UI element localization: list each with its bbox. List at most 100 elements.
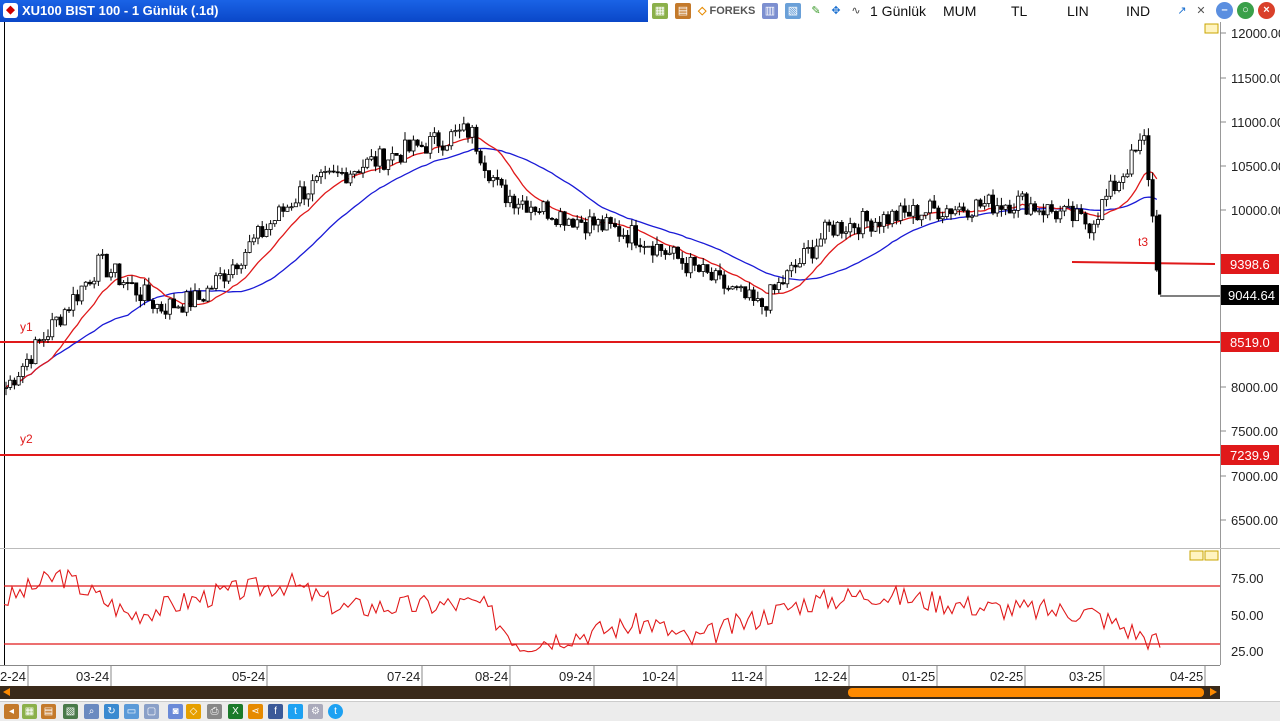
foreks-icon[interactable]: ◇ — [186, 704, 201, 719]
y-tick-label: 10500.00 — [1231, 159, 1280, 174]
level-line-t3[interactable] — [1071, 261, 1216, 265]
level-value-8519: 8519.0 — [1230, 335, 1270, 350]
share-icon[interactable]: ⋖ — [248, 704, 263, 719]
candle-body — [1075, 208, 1080, 222]
x-tick-label: 09-24 — [559, 669, 592, 684]
chart-icon[interactable]: ▦ — [22, 704, 37, 719]
close-button[interactable]: × — [1258, 2, 1275, 19]
candle-body — [587, 216, 592, 234]
expand-icon[interactable]: ↗ — [1177, 5, 1187, 17]
candle-body — [419, 144, 424, 148]
candle-body — [949, 208, 954, 215]
candle-body — [205, 287, 210, 302]
candle-body — [104, 253, 109, 278]
foreks-brand[interactable]: ◇ FOREKS — [698, 5, 756, 17]
period-wave-icon[interactable]: ∿ — [851, 5, 861, 17]
candle-body — [352, 171, 357, 175]
candle-body — [482, 162, 487, 172]
toolbar: ▦ ▤ ◇ FOREKS ▥ ▧ ✎ ✥ ∿ 1 Günlük MUM TL L… — [648, 0, 1280, 22]
candle-body — [470, 126, 475, 138]
excel-icon[interactable]: X — [228, 704, 243, 719]
candle-body — [940, 216, 945, 220]
candle-body — [650, 245, 655, 256]
search-icon[interactable]: ⌕ — [84, 704, 99, 719]
candle-body — [718, 270, 723, 276]
tools-icon[interactable]: ✕ — [1196, 5, 1206, 17]
settings-icon[interactable]: ⚙ — [308, 704, 323, 719]
candle-body — [360, 166, 365, 174]
candle-body — [29, 358, 34, 365]
candle-body — [1049, 204, 1054, 212]
candle-body — [293, 202, 298, 208]
candle-body — [46, 336, 51, 340]
indicator-icon[interactable]: ▧ — [63, 704, 78, 719]
print-preview-icon[interactable]: ▭ — [124, 704, 139, 719]
candle-body — [953, 209, 958, 215]
candle-body — [407, 139, 412, 152]
refresh-icon[interactable]: ↻ — [104, 704, 119, 719]
candle-body — [171, 298, 176, 309]
candle-body — [579, 219, 584, 223]
candle-body — [180, 306, 185, 313]
draw-pen-icon[interactable]: ✎ — [811, 5, 821, 17]
chart-type-button[interactable]: MUM — [943, 3, 977, 19]
indicator-button[interactable]: IND — [1126, 3, 1151, 19]
grid-icon[interactable]: ▥ — [762, 3, 778, 19]
x-tick-label: 01-25 — [902, 669, 935, 684]
candle-body — [1121, 176, 1126, 183]
panel-close-icon[interactable] — [1204, 550, 1219, 561]
print-icon[interactable]: ⎙ — [207, 704, 222, 719]
candle-body — [310, 180, 315, 195]
restore-button[interactable]: ○ — [1237, 2, 1254, 19]
twitter-icon[interactable]: t — [288, 704, 303, 719]
candle-body — [642, 246, 647, 248]
candle-body — [705, 264, 710, 273]
prev-icon[interactable]: ◂ — [4, 704, 19, 719]
panel-options-icon[interactable] — [1189, 550, 1204, 561]
candle-body — [991, 194, 996, 214]
candle-body — [134, 282, 139, 296]
template-icon[interactable]: ▤ — [41, 704, 56, 719]
minimize-button[interactable]: – — [1216, 2, 1233, 19]
candle-body — [188, 291, 193, 308]
candle-body — [1146, 135, 1151, 181]
candle-body — [318, 171, 323, 178]
facebook-icon[interactable]: f — [268, 704, 283, 719]
period-button[interactable]: 1 Günlük — [870, 3, 927, 19]
candle-body — [1041, 210, 1046, 216]
candle-body — [71, 294, 76, 311]
candle-body — [67, 309, 72, 312]
candle-body — [222, 273, 227, 282]
candle-body — [37, 339, 42, 342]
x-tick-label: 03-25 — [1069, 669, 1102, 684]
candle-body — [209, 287, 214, 290]
candle-body — [260, 226, 265, 237]
chart-settings-icon[interactable]: ▦ — [652, 3, 668, 19]
scale-button[interactable]: LIN — [1067, 3, 1089, 19]
database-icon[interactable]: ◙ — [168, 704, 183, 719]
scrollbar-thumb[interactable] — [848, 688, 1204, 697]
candle-body — [1154, 215, 1159, 271]
candle-body — [33, 339, 38, 365]
candle-body — [1150, 179, 1155, 217]
tweet-icon[interactable]: t — [328, 704, 343, 719]
last-price-box — [1221, 285, 1279, 305]
candle-body — [365, 158, 370, 168]
chart-area: 12000.00 11500.00 11000.00 10500.00 1000… — [0, 22, 1280, 699]
candle-body — [944, 208, 949, 218]
navigate-icon[interactable]: ✥ — [831, 5, 841, 17]
page-icon[interactable]: ▢ — [144, 704, 159, 719]
candle-body — [335, 171, 340, 174]
compare-icon[interactable]: ▧ — [785, 3, 801, 19]
template-icon[interactable]: ▤ — [675, 3, 691, 19]
candle-body — [297, 186, 302, 204]
candle-body — [117, 263, 122, 286]
candle-body — [507, 195, 512, 204]
candle-body — [596, 219, 601, 226]
scroll-left-icon[interactable] — [3, 688, 10, 696]
main-panel-options-icon[interactable] — [1204, 23, 1219, 34]
scroll-right-icon[interactable] — [1210, 688, 1217, 696]
currency-button[interactable]: TL — [1011, 3, 1028, 19]
candle-body — [608, 217, 613, 224]
candle-body — [1066, 205, 1071, 208]
